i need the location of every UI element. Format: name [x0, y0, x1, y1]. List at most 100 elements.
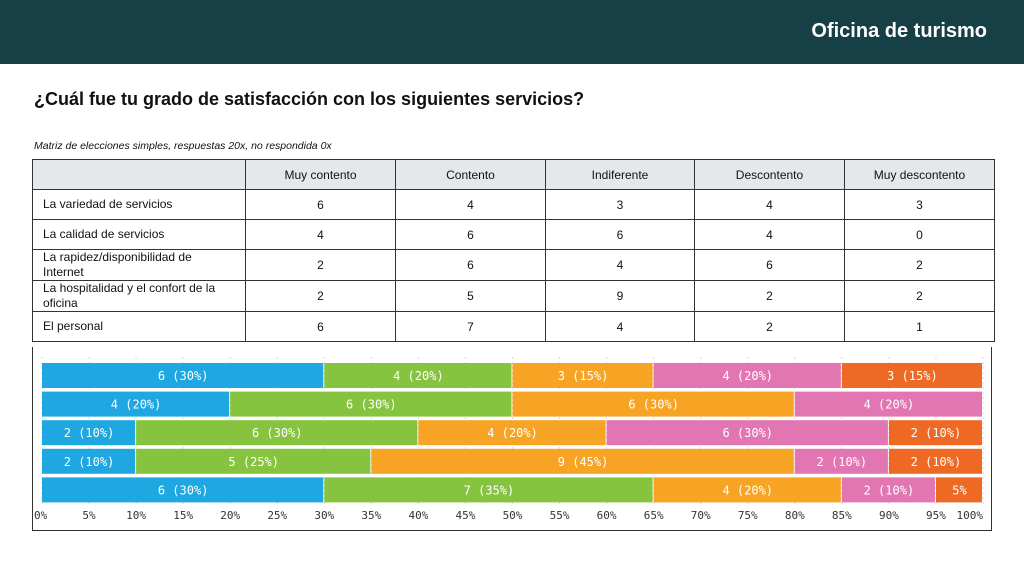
x-tick-label: 65%	[644, 509, 664, 522]
bar-label: 2 (10%)	[817, 455, 868, 469]
bar-label: 6 (30%)	[158, 483, 209, 497]
table-cell: 0	[844, 219, 995, 250]
bar-segment	[935, 477, 982, 503]
bar-label: 5%	[952, 483, 967, 497]
bar-segment	[841, 363, 982, 388]
column-header: Contento	[395, 159, 546, 190]
bar-label: 2 (10%)	[911, 455, 962, 469]
bar-label: 7 (35%)	[464, 483, 515, 497]
column-header: Descontento	[694, 159, 845, 190]
header-bar: Oficina de turismo	[0, 0, 1024, 64]
table-row: La hospitalidad y el confort de la ofici…	[32, 280, 995, 312]
x-tick-label: 60%	[597, 509, 617, 522]
table-cell: 2	[245, 249, 396, 281]
table-cell: 6	[395, 249, 546, 281]
bar-label: 4 (20%)	[864, 398, 915, 412]
bar-label: 4 (20%)	[722, 483, 773, 497]
table-cell: 3	[545, 189, 695, 220]
bar-segment	[606, 420, 888, 446]
row-label: La calidad de servicios	[32, 219, 246, 250]
bar-segment	[42, 363, 324, 388]
x-tick-label: 80%	[785, 509, 805, 522]
question-subtitle: Matriz de elecciones simples, respuestas…	[34, 140, 332, 152]
row-label: La variedad de servicios	[32, 189, 246, 220]
table-row: La calidad de servicios 4 6 6 4 0	[32, 219, 995, 250]
table-cell: 2	[694, 311, 845, 342]
column-header: Muy contento	[245, 159, 396, 190]
results-table: Muy contento Contento Indiferente Descon…	[32, 159, 995, 342]
stacked-bar-chart: 6 (30%) 4 (20%) 3 (15%) 4 (20%) 3 (15%) 4 (20…	[34, 357, 984, 522]
bar-label: 6 (30%)	[628, 398, 679, 412]
bar-label: 5 (25%)	[228, 455, 279, 469]
row-label: La rapidez/disponibilidad de Internet	[32, 249, 246, 281]
x-tick-label: 0%	[34, 509, 48, 522]
bar-segment	[653, 477, 841, 503]
bar-segment	[230, 391, 512, 417]
bar-segment	[653, 363, 841, 388]
row-label: El personal	[32, 311, 246, 342]
x-tick-label: 20%	[220, 509, 240, 522]
bar-segment	[42, 420, 136, 446]
table-row: El personal 6 7 4 2 1	[32, 311, 995, 342]
bar-segment	[794, 391, 982, 417]
bar-label: 3 (15%)	[558, 369, 609, 383]
bar-segment	[371, 448, 794, 474]
bar-label: 9 (45%)	[558, 455, 609, 469]
x-tick-label: 10%	[126, 509, 146, 522]
bar-label: 6 (30%)	[346, 398, 397, 412]
table-cell: 4	[545, 249, 695, 281]
bar-label: 4 (20%)	[487, 426, 538, 440]
table-cell: 2	[694, 280, 845, 312]
table-cell: 6	[545, 219, 695, 250]
bar-segment	[42, 391, 230, 417]
x-tick-label: 75%	[738, 509, 758, 522]
x-tick-label: 45%	[456, 509, 476, 522]
table-cell: 5	[395, 280, 546, 312]
x-tick-label: 55%	[550, 509, 570, 522]
table-cell: 6	[694, 249, 845, 281]
bar-segment	[418, 420, 606, 446]
x-tick-label: 30%	[314, 509, 334, 522]
table-cell: 2	[844, 249, 995, 281]
column-header: Muy descontento	[844, 159, 995, 190]
table-row: La variedad de servicios 6 4 3 4 3	[32, 189, 995, 220]
table-cell: 6	[245, 311, 396, 342]
bar-segment	[888, 420, 982, 446]
bar-label: 2 (10%)	[864, 483, 915, 497]
table-cell: 6	[395, 219, 546, 250]
x-tick-label: 5%	[82, 509, 96, 522]
column-header: Indiferente	[545, 159, 695, 190]
x-tick-label: 95%	[926, 509, 946, 522]
table-cell: 4	[395, 189, 546, 220]
table-cell: 3	[844, 189, 995, 220]
bar-segment	[888, 448, 982, 474]
bar-label: 2 (10%)	[64, 455, 115, 469]
row-label: La hospitalidad y el confort de la ofici…	[32, 280, 246, 312]
bar-segment	[512, 363, 653, 388]
bar-segment	[42, 448, 136, 474]
bar-label: 2 (10%)	[64, 426, 115, 440]
bar-label: 3 (15%)	[887, 369, 938, 383]
table-header-row: Muy contento Contento Indiferente Descon…	[32, 159, 995, 190]
bar-segment	[794, 448, 888, 474]
bar-label: 4 (20%)	[722, 369, 773, 383]
bar-label: 4 (20%)	[111, 398, 162, 412]
bar-label: 2 (10%)	[911, 426, 962, 440]
x-tick-label: 50%	[503, 509, 523, 522]
bar-segment	[42, 477, 324, 503]
table-corner-cell	[32, 159, 246, 190]
x-tick-label: 35%	[361, 509, 381, 522]
chart-frame: 6 (30%) 4 (20%) 3 (15%) 4 (20%) 3 (15%) 4 (20…	[32, 347, 992, 531]
bar-segment	[136, 420, 418, 446]
x-tick-label: 40%	[408, 509, 428, 522]
table-row: La rapidez/disponibilidad de Internet 2 …	[32, 249, 995, 281]
bar-segment	[512, 391, 794, 417]
bar-segment	[324, 363, 512, 388]
table-cell: 7	[395, 311, 546, 342]
bar-segment	[324, 477, 653, 503]
bar-label: 6 (30%)	[722, 426, 773, 440]
table-cell: 4	[694, 219, 845, 250]
table-cell: 6	[245, 189, 396, 220]
x-tick-label: 90%	[879, 509, 899, 522]
bar-label: 4 (20%)	[393, 369, 444, 383]
